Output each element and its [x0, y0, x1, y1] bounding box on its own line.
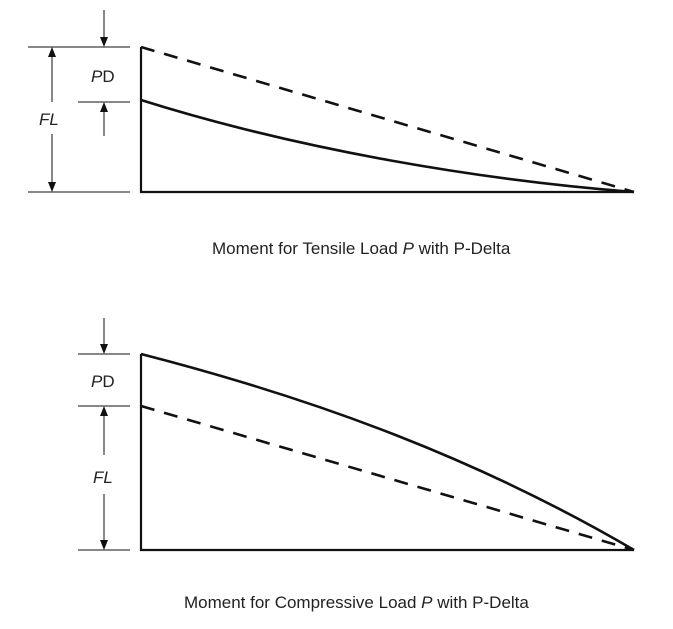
- compressive-pd-label-d: D: [102, 372, 114, 391]
- compressive-pd-label: PD: [91, 372, 115, 391]
- tensile-pd-arrow-top-head: [100, 37, 108, 47]
- compressive-caption-suffix: with P-Delta: [433, 593, 530, 612]
- compressive-caption: Moment for Compressive Load P with P-Del…: [184, 593, 529, 612]
- tensile-caption-var: P: [403, 239, 415, 258]
- tensile-caption-prefix: Moment for Tensile Load: [212, 239, 403, 258]
- compressive-pd-arrow-bottom-head: [100, 406, 108, 416]
- tensile-pd-label-d: D: [102, 67, 114, 86]
- compressive-pd-label-p: P: [91, 372, 103, 391]
- tensile-fl-label: FL: [39, 110, 59, 129]
- tensile-caption-suffix: with P-Delta: [414, 239, 511, 258]
- compressive-caption-var: P: [421, 593, 433, 612]
- compressive-caption-prefix: Moment for Compressive Load: [184, 593, 421, 612]
- tensile-pd-label-p: P: [91, 67, 103, 86]
- compressive-fl-label: FL: [93, 468, 113, 487]
- tensile-pd-arrow-bottom-head: [100, 102, 108, 112]
- compressive-fl-arrow-down-head: [100, 540, 108, 550]
- tensile-pd-label: PD: [91, 67, 115, 86]
- compressive-linear-moment-dashed: [140, 404, 635, 552]
- tensile-linear-moment-dashed: [140, 45, 635, 194]
- tensile-fl-arrow-up-head: [48, 47, 56, 57]
- tensile-caption: Moment for Tensile Load P with P-Delta: [212, 239, 511, 258]
- compressive-diagram: PD FL Moment for Compressive Load P with…: [78, 318, 635, 612]
- compressive-pd-arrow-top-head: [100, 344, 108, 354]
- tensile-moment-axis: [139, 47, 634, 194]
- compressive-pdelta-moment-curve: [140, 352, 635, 552]
- tensile-pdelta-moment-curve: [140, 98, 635, 194]
- tensile-fl-arrow-down-head: [48, 182, 56, 192]
- tensile-diagram: PD FL Moment for Tensile Load P with P-D…: [28, 10, 635, 258]
- compressive-moment-axis: [139, 354, 634, 552]
